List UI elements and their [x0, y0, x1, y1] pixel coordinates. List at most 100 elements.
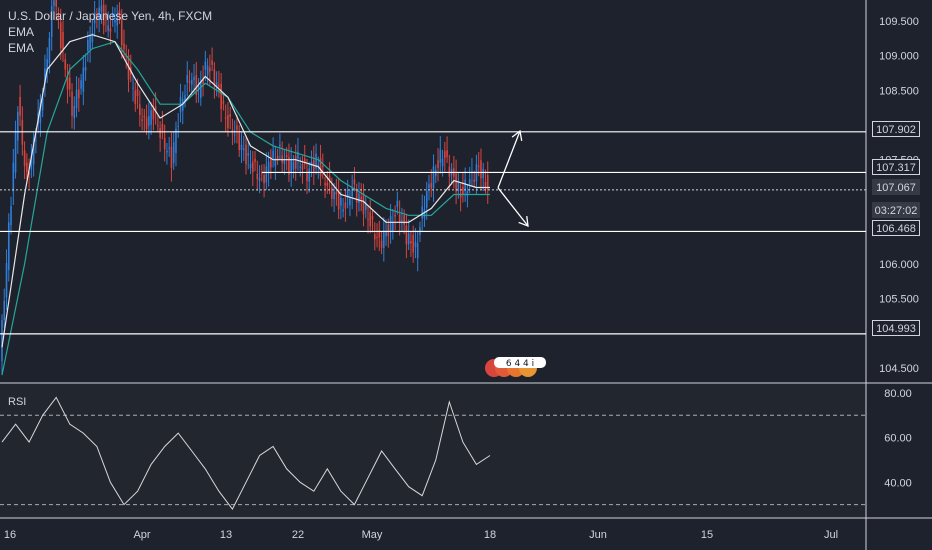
candle-body — [89, 36, 91, 50]
candle-body — [444, 151, 446, 159]
candle-body — [197, 85, 200, 89]
candle-body — [256, 173, 259, 180]
candle-body — [407, 233, 410, 245]
candle-body — [401, 220, 403, 222]
candle-body — [120, 19, 123, 45]
bullish-arrow-head — [511, 129, 523, 141]
candle-body — [468, 179, 471, 184]
candle-body — [333, 191, 335, 200]
candle-body — [394, 214, 396, 217]
rsi-label[interactable]: RSI — [8, 396, 27, 408]
candle-body — [351, 188, 353, 196]
candle-body — [482, 168, 485, 178]
candle-body — [414, 241, 417, 248]
candle-body — [53, 0, 55, 6]
candle-body — [78, 89, 80, 99]
candle-body — [432, 166, 435, 189]
countdown-tag: 03:27:02 — [872, 202, 920, 218]
candle-body — [324, 183, 326, 186]
candle-body — [446, 150, 448, 157]
candle-body — [290, 159, 292, 173]
candle-body — [118, 10, 121, 18]
candle-body — [41, 97, 44, 111]
candle-body — [441, 158, 444, 167]
candle-body — [136, 88, 139, 97]
candle-body — [337, 190, 340, 210]
candle-body — [362, 193, 365, 215]
candle-body — [59, 22, 62, 49]
rsi-pane — [0, 384, 866, 518]
candle-body — [98, 7, 100, 21]
candle-body — [125, 56, 128, 58]
candle-body — [50, 6, 53, 38]
candle-body — [477, 165, 480, 167]
bullish-arrow — [497, 130, 521, 189]
candle-body — [283, 159, 286, 164]
candle-body — [19, 97, 21, 116]
candle-body — [159, 128, 161, 138]
candle-body — [202, 79, 204, 84]
candle-body — [184, 95, 186, 102]
candle-body — [410, 241, 412, 244]
candle-body — [371, 216, 374, 220]
candle-body — [206, 65, 209, 76]
ema-slow-label[interactable]: EMA — [8, 41, 35, 55]
candle-body — [12, 162, 15, 192]
rsi-line — [1, 396, 491, 511]
bearish-arrow-head — [518, 215, 529, 227]
candle-body — [480, 160, 482, 179]
candle-body — [227, 115, 229, 129]
candle-body — [421, 206, 424, 219]
candle-body — [405, 225, 408, 245]
ema-fast-label[interactable]: EMA — [8, 25, 35, 39]
candle-body — [378, 230, 381, 238]
candle-body — [100, 5, 103, 12]
price-tick-label-1: 109.000 — [879, 51, 919, 63]
candle-body — [353, 179, 356, 185]
candle-body — [486, 174, 489, 190]
candle-body — [328, 175, 331, 181]
candle-body — [360, 196, 363, 199]
candle-body — [376, 236, 378, 238]
candle-body — [294, 155, 297, 169]
candle-body — [161, 123, 164, 131]
candle-body — [288, 156, 290, 176]
candle-body — [64, 59, 67, 70]
time-tick-label-7: 15 — [701, 529, 713, 541]
candle-body — [55, 0, 58, 7]
candle-body — [303, 158, 306, 163]
candle-body — [213, 69, 216, 86]
candle-body — [157, 125, 159, 127]
events-badge[interactable]: 6 4 4 i — [482, 354, 550, 380]
rsi-tick-label-0: 80.00 — [884, 388, 912, 400]
candle-body — [358, 193, 360, 203]
candle-body — [1, 319, 3, 362]
candle-body — [355, 189, 358, 203]
candle-body — [369, 212, 372, 227]
symbol-title[interactable]: U.S. Dollar / Japanese Yen, 4h, FXCM — [8, 9, 213, 23]
last-price-tag: 107.067 — [872, 179, 920, 195]
candle-body — [292, 161, 295, 170]
candle-body — [473, 179, 475, 182]
candle-body — [163, 137, 166, 150]
candle-body — [281, 155, 283, 163]
candle-body — [66, 76, 69, 90]
candle-body — [224, 117, 227, 119]
candle-body — [96, 14, 98, 20]
candle-body — [107, 25, 109, 31]
time-tick-label-0: 16 — [4, 529, 16, 541]
candle-body — [46, 59, 48, 72]
candle-body — [148, 115, 150, 126]
candle-body — [111, 13, 114, 16]
candle-body — [342, 209, 344, 212]
candle-body — [32, 138, 35, 165]
rsi-tick-label-2: 40.00 — [884, 477, 912, 489]
candle-body — [177, 125, 180, 127]
candle-body — [26, 162, 28, 173]
candle-body — [139, 104, 141, 116]
candle-body — [102, 4, 105, 26]
candle-body — [276, 155, 279, 160]
candle-body — [254, 158, 256, 162]
